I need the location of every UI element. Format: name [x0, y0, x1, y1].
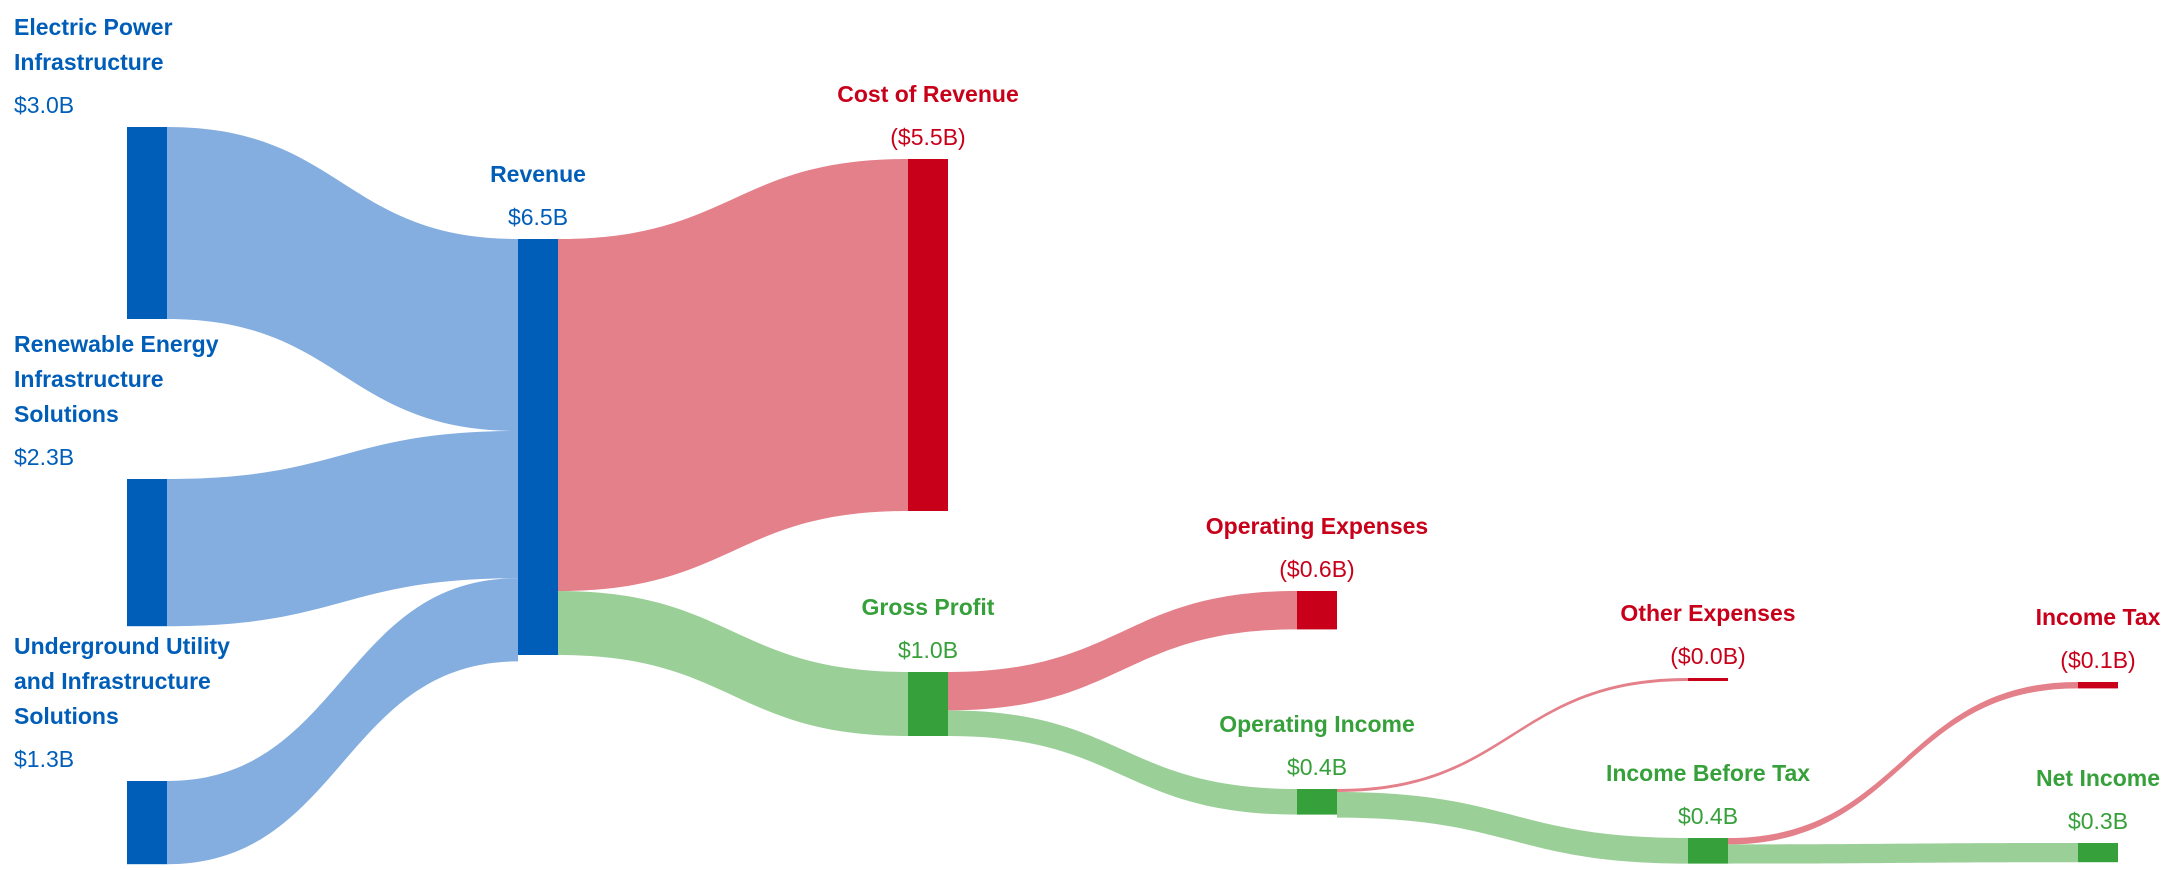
link — [167, 578, 518, 865]
node-value: $1.0B — [897, 637, 959, 663]
link — [558, 591, 908, 736]
node-value: ($0.0B) — [1670, 643, 1746, 669]
node-label: Net Income $0.3B — [2036, 761, 2160, 839]
node — [908, 159, 948, 511]
node-name: Cost of Revenue — [837, 81, 1019, 107]
node — [1688, 838, 1728, 864]
node-label: Income Tax ($0.1B) — [2036, 600, 2161, 678]
node-label: Electric Power Infrastructure $3.0B — [14, 10, 254, 123]
node-name: Income Before Tax — [1605, 760, 1811, 786]
node-value: ($0.6B) — [1279, 556, 1355, 582]
link — [167, 127, 518, 431]
link — [948, 710, 1297, 815]
node-name: Net Income — [2036, 765, 2160, 791]
node-label: Other Expenses ($0.0B) — [1620, 596, 1795, 674]
node-name: Income Tax — [2035, 604, 2161, 630]
link — [1337, 678, 1688, 792]
node-name: Operating Expenses — [1205, 513, 1429, 539]
node-label: Renewable Energy Infrastructure Solution… — [14, 327, 254, 475]
node-label: Revenue $6.5B — [490, 157, 586, 235]
node-name: Other Expenses — [1620, 600, 1796, 626]
node — [908, 672, 948, 736]
link — [167, 431, 518, 627]
node-name: Revenue — [490, 161, 586, 187]
node-label: Gross Profit $1.0B — [862, 590, 995, 668]
link — [1337, 792, 1688, 864]
node — [2078, 843, 2118, 863]
node-label: Underground Utility and Infrastructure S… — [14, 629, 254, 777]
node-name: Operating Income — [1219, 711, 1415, 737]
node-label: Operating Expenses ($0.6B) — [1206, 509, 1428, 587]
node-label: Operating Income $0.4B — [1219, 707, 1415, 785]
node-value: $0.3B — [2067, 808, 2129, 834]
node-value: $0.4B — [1677, 803, 1739, 829]
node — [127, 479, 167, 627]
node-value: $6.5B — [507, 204, 569, 230]
node — [1297, 789, 1337, 815]
node — [1297, 591, 1337, 630]
node — [127, 127, 167, 319]
node-name: Gross Profit — [861, 594, 995, 620]
node-name: Renewable Energy Infrastructure Solution… — [14, 331, 219, 427]
node-value: ($0.1B) — [2060, 647, 2136, 673]
link — [1728, 843, 2078, 864]
node-name: Underground Utility and Infrastructure S… — [14, 633, 230, 729]
node-value: $0.4B — [1286, 754, 1348, 780]
link — [558, 159, 908, 591]
node-value: $3.0B — [14, 92, 75, 118]
node-value: $1.3B — [14, 746, 75, 772]
node-label: Income Before Tax $0.4B — [1606, 756, 1810, 834]
node — [127, 781, 167, 865]
node — [2078, 682, 2118, 689]
node — [518, 239, 558, 655]
node-name: Electric Power Infrastructure — [14, 14, 173, 75]
node — [1688, 678, 1728, 681]
node-value: ($5.5B) — [890, 124, 966, 150]
node-value: $2.3B — [14, 444, 75, 470]
link — [948, 591, 1297, 711]
node-label: Cost of Revenue ($5.5B) — [837, 77, 1018, 155]
link — [1728, 682, 2078, 845]
